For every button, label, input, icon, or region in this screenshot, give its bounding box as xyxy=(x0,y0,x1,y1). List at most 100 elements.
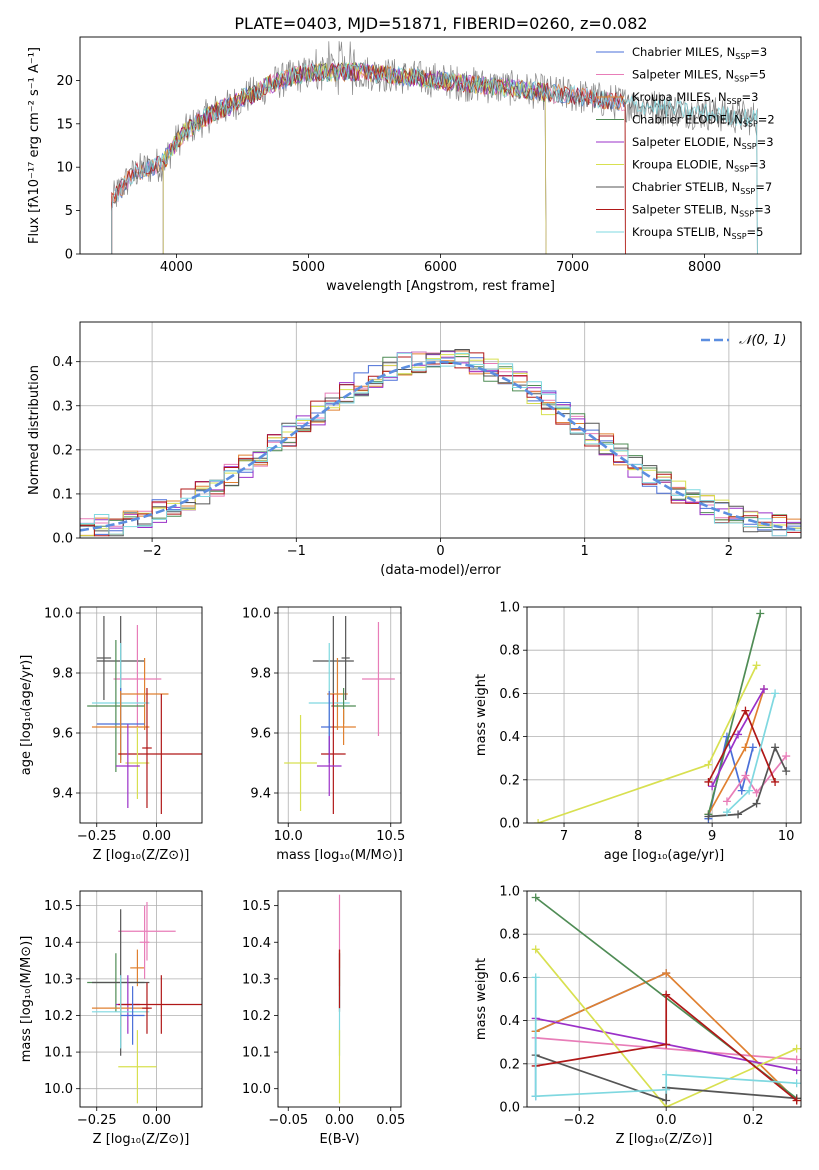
y-tick-label: 10.3 xyxy=(44,972,73,987)
legend-entry-name: Salpeter MILES, N xyxy=(632,68,734,82)
weight-marker xyxy=(531,945,540,954)
weight-marker xyxy=(771,689,780,698)
panel-weight-vs-age: 7 8 9 10 0.0 0.2 0.4 0.6 0.8 1.0 age [log₁₀(age/yr… xyxy=(474,601,802,863)
y-tick-label: 10.0 xyxy=(44,607,73,622)
legend-entry-subscript: SSP xyxy=(739,210,754,219)
axes-frame xyxy=(277,606,402,824)
legend-entry-subscript: SSP xyxy=(743,120,758,129)
weight-marker xyxy=(662,990,671,999)
legend-entry-count: =3 xyxy=(750,45,767,59)
legend-entry-name: Chabrier STELIB, N xyxy=(632,180,740,194)
y-tick-label: 0.1 xyxy=(52,487,73,502)
legend-entry-subscript: SSP xyxy=(734,165,749,174)
y-tick-label: 10.4 xyxy=(242,936,271,951)
weight-marker xyxy=(662,1070,671,1079)
y-tick-label: 0.8 xyxy=(499,928,520,943)
legend-entry-name: Salpeter ELODIE, N xyxy=(632,135,742,149)
weight-marker xyxy=(704,777,713,786)
model-spectrum-line xyxy=(162,62,547,254)
x-tick-label: 0 xyxy=(436,544,444,559)
x-tick-label: 0.05 xyxy=(376,1113,405,1128)
x-axis-label: (data-model)/error xyxy=(380,563,501,578)
panel-weight-vs-z: −0.2 0.0 0.2 0.0 0.2 0.4 0.6 0.8 1.0 Z [log₁₀(Z/Z… xyxy=(474,885,802,1147)
legend-entry-subscript: SSP xyxy=(740,187,755,196)
plot-area xyxy=(111,41,758,254)
y-axis-label: mass weight xyxy=(474,958,489,1040)
y-tick-label: 10.0 xyxy=(44,1082,73,1097)
weight-marker xyxy=(531,973,540,982)
errorbar-point xyxy=(118,901,176,961)
model-spectrum-line xyxy=(111,62,626,254)
figure-title: PLATE=0403, MJD=51871, FIBERID=0260, z=0… xyxy=(234,14,647,33)
x-tick-label: 0.00 xyxy=(142,1113,171,1128)
errorbar-point xyxy=(118,975,202,1034)
legend-entry: Kroupa STELIB, NSSP=5 xyxy=(632,225,763,241)
y-tick-label: 10.2 xyxy=(44,1009,73,1024)
y-tick-label: 10.0 xyxy=(242,607,271,622)
legend-entry-name: Chabrier MILES, N xyxy=(632,45,735,59)
legend-entry-subscript: SSP xyxy=(727,97,742,106)
y-tick-label: 10.1 xyxy=(242,1046,271,1061)
legend-entry: Chabrier STELIB, NSSP=7 xyxy=(632,180,772,196)
legend-entry-count: =5 xyxy=(749,68,766,82)
x-tick-label: 9 xyxy=(708,829,716,844)
weight-marker xyxy=(771,743,780,752)
axes-frame xyxy=(277,890,402,1108)
weight-marker xyxy=(741,743,750,752)
x-tick-label: −1 xyxy=(287,544,306,559)
weight-series-line xyxy=(707,613,762,815)
y-tick-label: 9.8 xyxy=(250,667,271,682)
legend-entry-count: =7 xyxy=(755,180,772,194)
legend-entry: Salpeter STELIB, NSSP=3 xyxy=(632,203,771,219)
errorbar-point xyxy=(341,616,350,700)
weight-marker xyxy=(722,797,731,806)
legend-entry-subscript: SSP xyxy=(742,142,757,151)
x-axis-label: age [log₁₀(age/yr)] xyxy=(604,848,725,863)
legend-entry: Kroupa MILES, NSSP=3 xyxy=(632,90,758,106)
y-tick-label: 0.0 xyxy=(52,532,73,547)
legend-entry-name: Kroupa MILES, N xyxy=(632,90,727,104)
weight-marker xyxy=(704,760,713,769)
panel-mass-vs-ebv: −0.05 0.00 0.05 10.0 10.1 10.2 10.3 10.4 10.5 E(B… xyxy=(242,890,405,1147)
plot-area xyxy=(531,893,801,1107)
errorbar-point xyxy=(312,616,354,706)
x-tick-label: 0.0 xyxy=(656,1113,677,1128)
axes-frame xyxy=(526,890,802,1108)
weight-marker xyxy=(662,969,671,978)
y-tick-label: 9.4 xyxy=(52,787,73,802)
y-axis-label: mass weight xyxy=(474,674,489,756)
weight-marker xyxy=(771,777,780,786)
x-tick-label: 10 xyxy=(778,829,795,844)
y-tick-label: 10.4 xyxy=(44,936,73,951)
y-tick-label: 10.1 xyxy=(44,1046,73,1061)
legend-entry: Salpeter ELODIE, NSSP=3 xyxy=(632,135,774,151)
weight-marker xyxy=(752,788,761,797)
errorbar-point xyxy=(113,625,162,733)
y-tick-label: 1.0 xyxy=(499,885,520,900)
y-tick-label: 5 xyxy=(65,204,73,219)
y-tick-label: 0.0 xyxy=(499,1101,520,1116)
model-spectrum-line xyxy=(162,61,547,254)
y-tick-label: 0 xyxy=(65,248,73,263)
x-tick-label: −2 xyxy=(143,544,162,559)
y-tick-label: 0.0 xyxy=(499,817,520,832)
weight-marker xyxy=(741,771,750,780)
legend-entry-count: =3 xyxy=(757,135,774,149)
weight-series-line xyxy=(535,992,798,1102)
y-tick-label: 10.3 xyxy=(242,972,271,987)
weight-marker xyxy=(792,1055,801,1064)
panel-age-vs-z: −0.25 0.00 9.4 9.6 9.8 10.0 Z [log₁₀(Z/Z⊙)] age… xyxy=(19,607,203,863)
legend-entry: Kroupa ELODIE, NSSP=3 xyxy=(632,158,766,174)
x-tick-label: −0.05 xyxy=(268,1113,308,1128)
y-tick-label: 0.6 xyxy=(499,971,520,986)
weight-marker xyxy=(792,1079,801,1088)
y-tick-label: 9.4 xyxy=(250,787,271,802)
x-tick-label: 0.2 xyxy=(743,1113,764,1128)
legend-entry-count: =2 xyxy=(758,113,775,127)
x-tick-label: 0.00 xyxy=(142,829,171,844)
weight-marker xyxy=(756,609,765,618)
weight-marker xyxy=(662,1040,671,1049)
weight-marker xyxy=(792,1066,801,1075)
errorbar-point xyxy=(120,986,145,1045)
y-tick-label: 10.2 xyxy=(242,1009,271,1024)
